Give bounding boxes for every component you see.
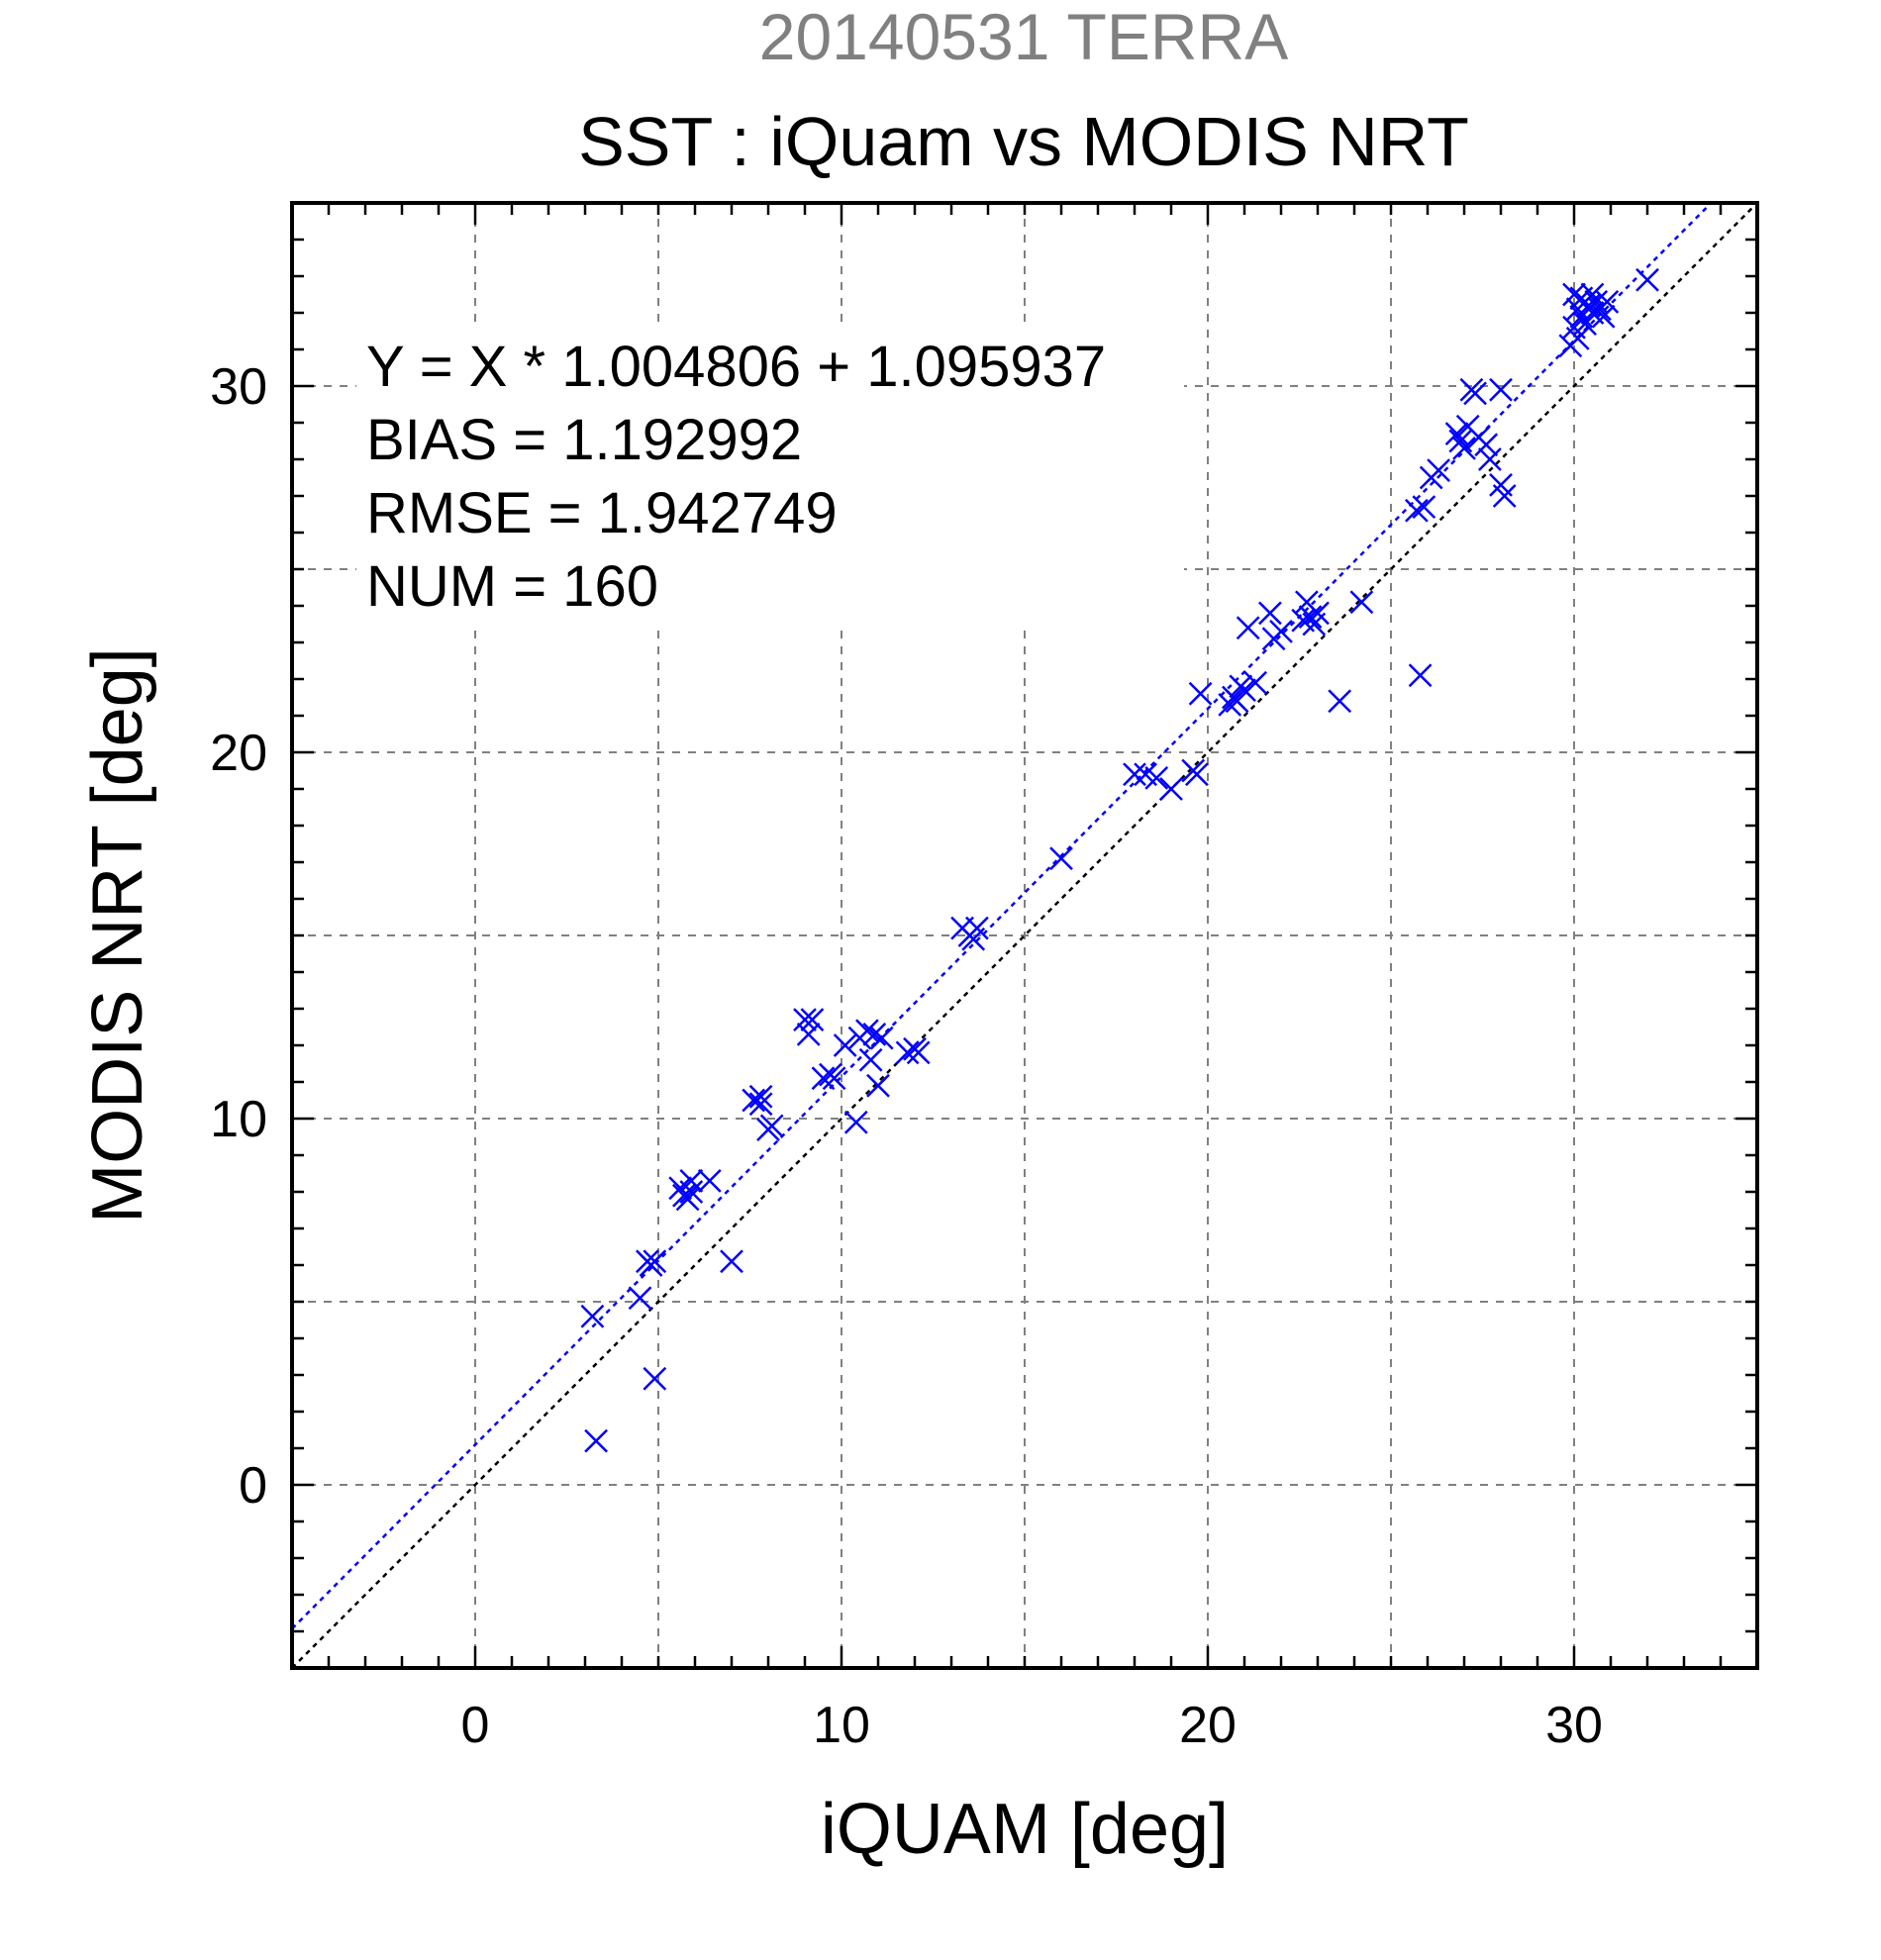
data-point bbox=[748, 1092, 773, 1117]
data-point bbox=[720, 1249, 743, 1274]
chart-subtitle: SST : iQuam vs MODIS NRT bbox=[578, 103, 1469, 180]
chart-title: 20140531 TERRA bbox=[759, 0, 1288, 73]
data-point bbox=[858, 1047, 883, 1072]
data-point bbox=[1258, 601, 1282, 626]
data-point bbox=[1474, 433, 1499, 457]
data-point bbox=[1188, 681, 1213, 706]
y-tick-label: 10 bbox=[210, 1091, 267, 1148]
data-point bbox=[869, 1026, 894, 1050]
data-point bbox=[643, 1366, 667, 1391]
data-point bbox=[697, 1169, 722, 1193]
fit-equation-text: Y = X * 1.004806 + 1.095937 bbox=[366, 335, 1106, 399]
data-point bbox=[675, 1187, 700, 1212]
data-point bbox=[1478, 447, 1502, 471]
data-point bbox=[1452, 437, 1476, 460]
x-tick-label: 20 bbox=[1179, 1697, 1237, 1754]
data-point bbox=[1562, 282, 1586, 307]
data-point bbox=[1412, 495, 1436, 519]
data-point bbox=[742, 1088, 766, 1113]
bias-text: BIAS = 1.192992 bbox=[366, 408, 802, 472]
data-point bbox=[1448, 429, 1473, 453]
data-point bbox=[1405, 498, 1429, 523]
x-tick-label: 30 bbox=[1545, 1697, 1603, 1754]
data-point bbox=[866, 1073, 890, 1098]
x-tick-label: 0 bbox=[461, 1697, 490, 1754]
data-point bbox=[1306, 601, 1330, 626]
data-point bbox=[862, 1023, 887, 1046]
data-point bbox=[822, 1066, 846, 1091]
y-axis-label: MODIS NRT [deg] bbox=[78, 647, 157, 1224]
data-point bbox=[748, 1084, 773, 1109]
data-point bbox=[796, 1023, 821, 1046]
data-point bbox=[895, 1040, 920, 1065]
data-point bbox=[843, 1110, 868, 1134]
data-point bbox=[1408, 663, 1433, 688]
rmse-text: RMSE = 1.942749 bbox=[366, 481, 838, 545]
data-point bbox=[1328, 689, 1352, 714]
data-point bbox=[1463, 381, 1487, 406]
data-point bbox=[906, 1040, 931, 1065]
stats-box bbox=[356, 325, 1184, 628]
data-point bbox=[759, 1114, 784, 1138]
data-point bbox=[1444, 422, 1469, 445]
data-point bbox=[1591, 304, 1616, 329]
data-point bbox=[1580, 282, 1605, 307]
data-point bbox=[1049, 846, 1073, 871]
data-points bbox=[580, 267, 1659, 1453]
data-point bbox=[855, 1019, 879, 1043]
data-point bbox=[1298, 605, 1323, 629]
data-point bbox=[643, 1249, 667, 1274]
data-point bbox=[1236, 616, 1260, 640]
data-point bbox=[1492, 484, 1517, 508]
data-point bbox=[1349, 590, 1374, 615]
data-point bbox=[1233, 678, 1256, 702]
data-point bbox=[1159, 777, 1183, 801]
x-tick-label: 10 bbox=[813, 1697, 870, 1754]
data-point bbox=[1225, 689, 1249, 714]
data-point bbox=[679, 1180, 704, 1204]
data-point bbox=[1185, 762, 1209, 787]
data-point bbox=[833, 1033, 857, 1057]
data-point bbox=[1595, 290, 1620, 314]
data-point bbox=[580, 1304, 605, 1328]
y-tick-label: 0 bbox=[239, 1457, 267, 1515]
identity-line bbox=[291, 202, 1758, 1669]
data-point bbox=[1427, 458, 1450, 482]
data-point bbox=[628, 1286, 652, 1311]
data-point bbox=[1584, 290, 1609, 314]
y-tick-label: 20 bbox=[210, 725, 267, 782]
x-axis-label: iQUAM [deg] bbox=[821, 1790, 1229, 1869]
data-point bbox=[1269, 620, 1293, 643]
data-point bbox=[1123, 762, 1146, 787]
num-text: NUM = 160 bbox=[366, 554, 658, 619]
axis-ticks: 0 10 20 30 0 10 20 30 bbox=[210, 203, 1757, 1754]
data-point bbox=[811, 1066, 836, 1091]
data-point bbox=[793, 1008, 817, 1031]
data-point bbox=[1243, 670, 1267, 695]
data-point bbox=[1144, 766, 1169, 790]
data-point bbox=[1489, 377, 1513, 402]
data-point bbox=[800, 1008, 825, 1031]
y-tick-label: 30 bbox=[210, 358, 267, 416]
data-point bbox=[584, 1428, 608, 1453]
data-point bbox=[679, 1169, 704, 1193]
data-point bbox=[965, 916, 989, 940]
data-point bbox=[1565, 327, 1590, 350]
data-point bbox=[1635, 267, 1659, 292]
